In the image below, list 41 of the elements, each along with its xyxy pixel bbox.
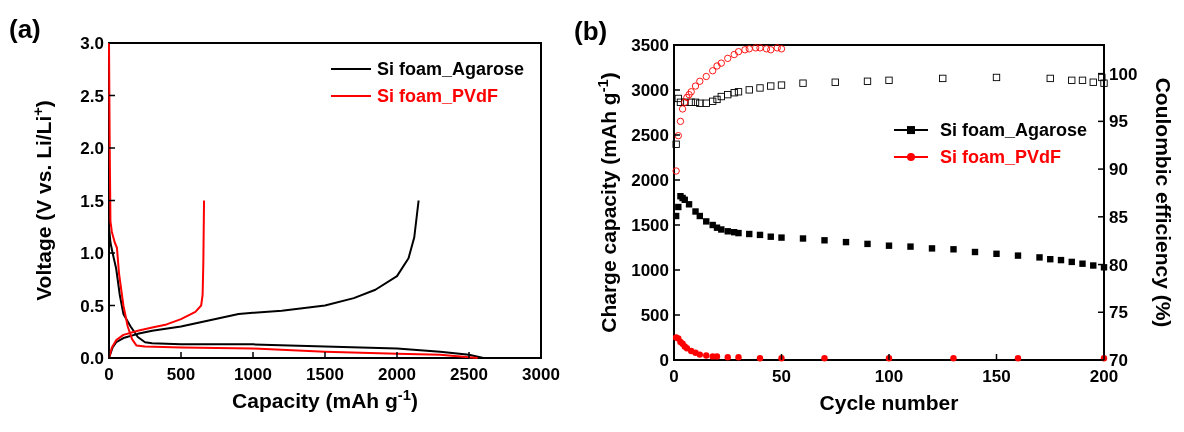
y2-tick-label: 75: [1109, 303, 1128, 323]
legend-label: Si foam_PVdF: [940, 147, 1062, 168]
x-axis-title: Cycle number: [819, 391, 959, 414]
y-tick-label: 0.0: [80, 349, 104, 368]
x-tick-label: 1000: [234, 365, 272, 384]
y2-tick-label: 95: [1109, 112, 1128, 132]
y-tick-label: 3.0: [80, 34, 104, 53]
y-tick-label: 1000: [631, 261, 669, 280]
y-tick-label: 500: [640, 306, 669, 325]
legend-label: Si foam_Agarose: [940, 120, 1088, 141]
x-tick-label: 150: [982, 367, 1011, 386]
y2-tick-label: 90: [1109, 160, 1128, 180]
y-tick-label: 2000: [631, 171, 669, 190]
y-tick-label: 0.5: [80, 296, 104, 316]
y-tick-label: 1500: [631, 216, 669, 235]
x-axis-title: Capacity (mAh g$^{-1}$): [232, 387, 418, 412]
y-tick-label: 2.0: [80, 139, 104, 158]
legend-label: Si foam_PVdF: [377, 86, 499, 106]
y-tick-label: 3500: [631, 36, 669, 55]
y2-tick-label: 85: [1109, 207, 1128, 227]
y-tick-label: 2.5: [80, 86, 104, 106]
legend-label: Si foam_Agarose: [377, 59, 525, 79]
chart-title: (b): [574, 16, 608, 46]
x-tick-label: 500: [166, 365, 196, 384]
y-tick-label: 3000: [631, 81, 669, 100]
y-tick-label: 1.5: [80, 191, 104, 211]
x-tick-label: 50: [772, 367, 791, 386]
x-tick-label: 200: [1089, 367, 1119, 386]
x-tick-label: 2000: [378, 365, 416, 384]
x-tick-label: 100: [874, 367, 904, 386]
y2-tick-label: 80: [1109, 255, 1128, 275]
y-tick-label: 2500: [631, 126, 669, 145]
y-tick-label: 1.0: [80, 244, 104, 263]
x-tick-label: 3000: [522, 365, 560, 384]
chart-title: (a): [9, 14, 41, 44]
x-tick-label: 2500: [450, 365, 488, 384]
y2-tick-label: 70: [1109, 351, 1128, 370]
y2-axis-title: Coulombic efficiency (%): [1152, 77, 1175, 328]
y-tick-label: 0: [659, 351, 669, 370]
y2-tick-label: 100: [1109, 64, 1138, 84]
x-tick-label: 1500: [306, 365, 344, 384]
